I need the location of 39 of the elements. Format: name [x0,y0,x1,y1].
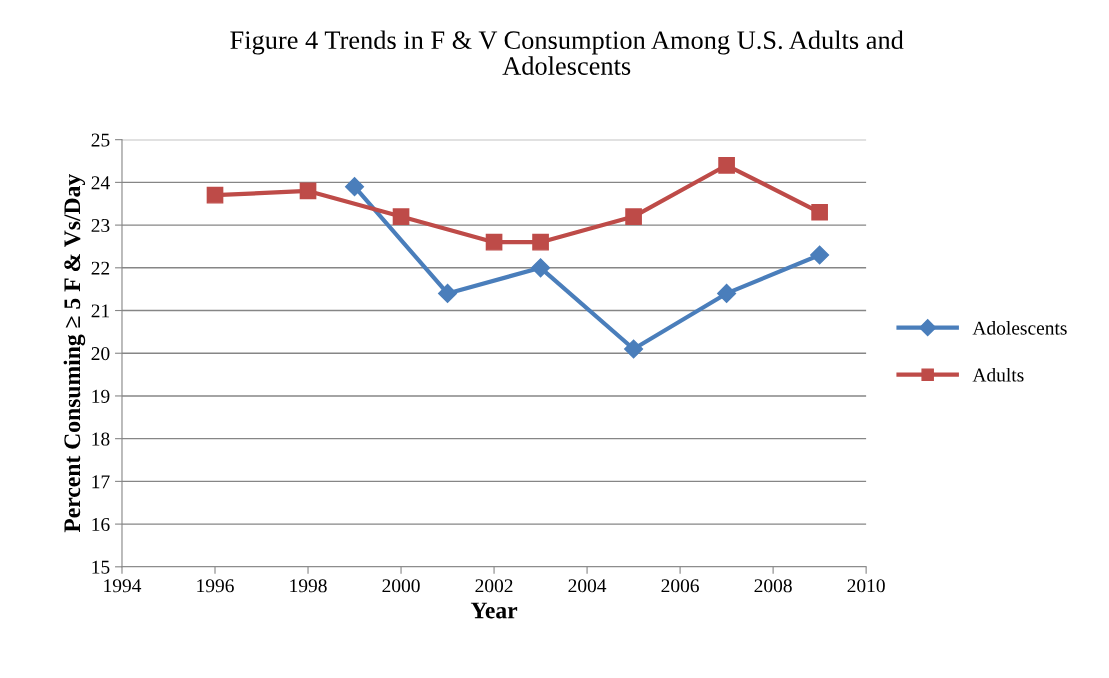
x-tick-label: 1994 [104,579,142,593]
x-tick-label: 2002 [475,579,513,593]
point [392,208,410,225]
x-tick-label: 2010 [847,579,885,593]
y-tick-label: 21 [91,304,110,318]
x-tick-label: 2000 [382,579,420,593]
point [438,283,458,303]
point [624,339,644,359]
y-tick-label: 24 [91,176,110,190]
point [625,208,642,225]
x-tick-label: 2004 [568,579,607,593]
y-tick-label: 20 [91,347,110,361]
point [344,177,365,197]
x-tick-label: 2006 [661,579,699,593]
x-tick-label: 1998 [290,579,327,593]
y-tick-label: 15 [92,560,110,574]
y-tick-label: 17 [92,475,110,489]
y-axis-title: Percent Consuming ≥ 5 F & Vs/Day [63,174,86,533]
y-tick-label: 23 [91,218,110,233]
point [718,156,735,174]
legend-label: Adults [972,367,1024,382]
x-tick-label: 2008 [754,579,792,593]
y-tick-label: 22 [91,261,110,275]
point [810,245,830,265]
x-axis-title: Year [470,602,518,619]
y-tick-label: 16 [92,517,110,532]
y-tick-label: 25 [91,133,110,147]
point [206,186,224,204]
point [485,233,503,251]
y-tick-label: 18 [92,432,110,446]
point [811,203,828,221]
y-tick-label: 19 [92,389,110,403]
chart-title: Figure 4 Trends in F & V Consumption Among U.S. Adults and Adolescents [230,30,904,75]
point [717,283,737,303]
x-tick-label: 1996 [197,579,234,593]
point [532,233,549,251]
legend-label: Adolescents [972,321,1067,335]
point [531,258,551,278]
point [299,182,317,200]
